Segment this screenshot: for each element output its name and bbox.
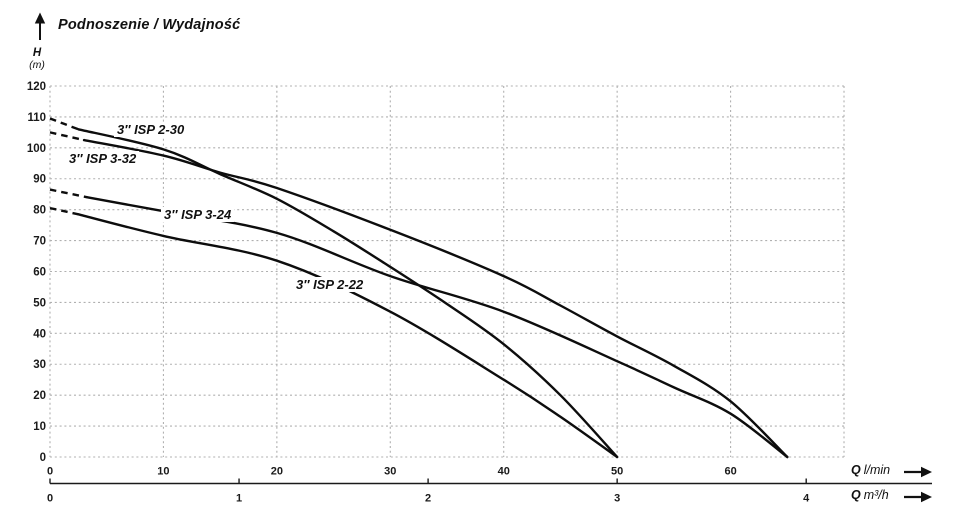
x-tick-label-lmin: 30 (384, 466, 396, 478)
x-tick-label-m3h: 2 (425, 493, 431, 505)
y-tick-label: 80 (33, 205, 46, 217)
y-tick-label: 30 (33, 359, 46, 371)
y-axis-symbol: H (32, 47, 42, 59)
x-tick-label-lmin: 50 (611, 466, 623, 478)
y-tick-label: 20 (33, 390, 46, 402)
y-tick-label: 100 (27, 143, 46, 155)
y-tick-label: 40 (33, 328, 46, 340)
y-axis-unit: (m) (29, 59, 45, 71)
curve-dashed-leadin (49, 206, 79, 216)
curve-label-isp-3-32: 3″ ISP 3-32 (66, 151, 140, 166)
x-tick-label-lmin: 60 (724, 466, 736, 478)
x-tick-label-lmin: 0 (47, 466, 53, 478)
q-symbol: Q (851, 488, 861, 502)
x-tick-label-m3h: 1 (236, 493, 242, 505)
curve-path (86, 196, 789, 459)
x-tick-label-m3h: 4 (803, 493, 810, 505)
curve-path (77, 128, 619, 459)
curve-label-isp-2-30: 3″ ISP 2-30 (114, 122, 188, 137)
y-tick-label: 120 (27, 81, 46, 93)
curve-label-isp-3-24: 3″ ISP 3-24 (161, 207, 235, 222)
curve-path (82, 138, 789, 459)
x-tick-label-lmin: 10 (157, 466, 169, 478)
y-tick-label: 90 (33, 174, 46, 186)
right-arrow-icon (921, 491, 932, 503)
q-symbol: Q (851, 463, 861, 477)
x-tick-label-lmin: 20 (271, 466, 283, 478)
y-tick-label: 50 (33, 297, 46, 309)
y-tick-label: 70 (33, 236, 46, 248)
y-tick-label: 110 (27, 112, 46, 124)
m3h-unit: m³/h (863, 488, 889, 502)
x-tick-label-lmin: 40 (498, 466, 510, 478)
up-arrow-icon (34, 12, 46, 24)
curve-label-isp-2-22: 3″ ISP 2-22 (293, 277, 367, 292)
y-tick-label: 60 (33, 266, 46, 278)
curve-dashed-leadin (49, 117, 79, 131)
x-tick-label-m3h: 3 (614, 493, 620, 505)
x-tick-label-m3h: 0 (47, 493, 53, 505)
curve-dashed-leadin (49, 188, 88, 199)
page-title: Podnoszenie / Wydajność (58, 17, 241, 33)
y-tick-label: 0 (40, 452, 46, 464)
y-tick-label: 10 (33, 421, 46, 433)
right-arrow-icon (921, 466, 932, 478)
lmin-unit: l/min (863, 463, 891, 477)
curve-path (77, 213, 619, 459)
curve-dashed-leadin (49, 131, 85, 142)
